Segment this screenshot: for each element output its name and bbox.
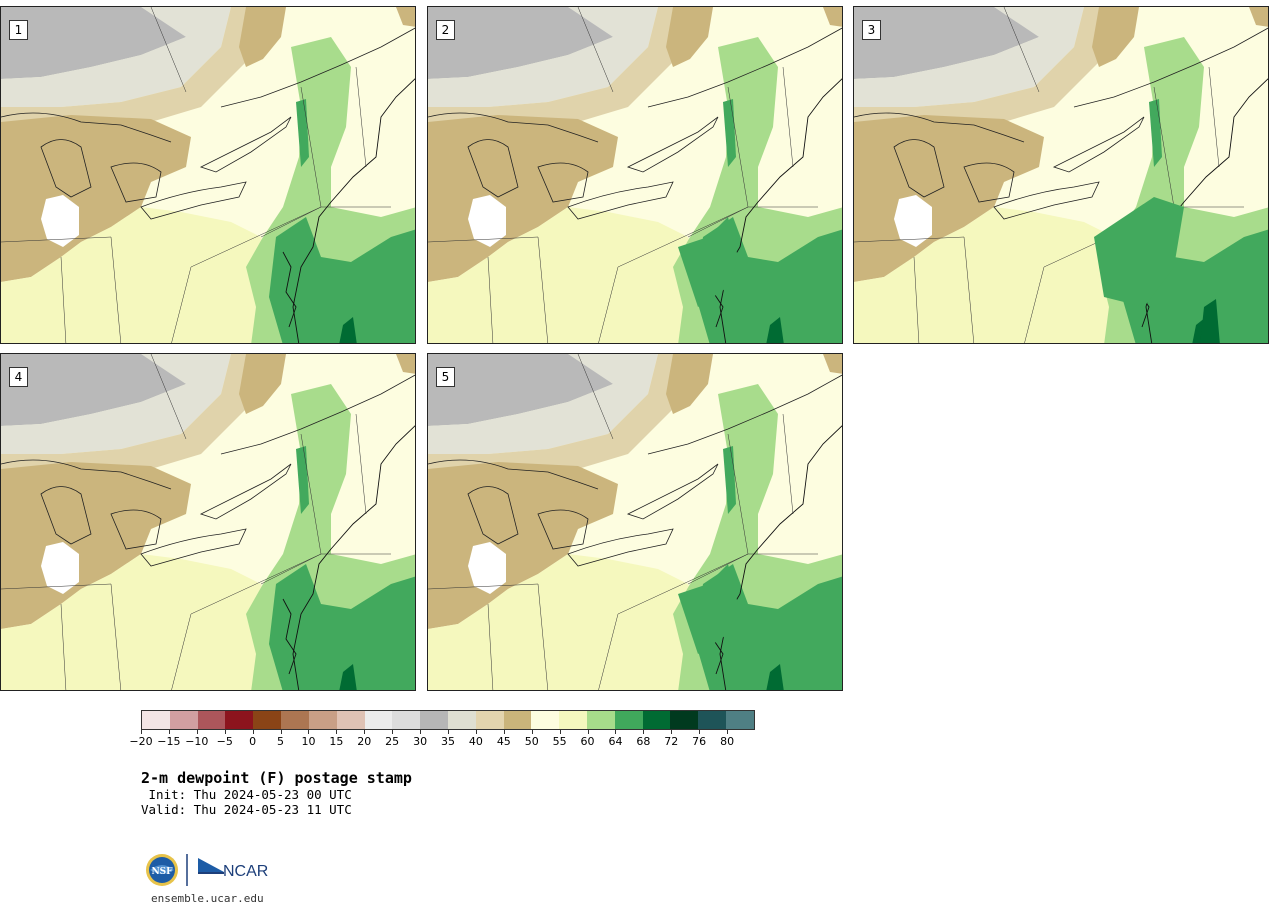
colorbar-tick: [559, 730, 561, 734]
map-panel-2: 2: [427, 6, 843, 344]
map-panel-4: 4: [0, 353, 416, 691]
colorbar-tick-label: 25: [385, 735, 400, 748]
colorbar-tick: [420, 730, 422, 734]
footer-url[interactable]: ensemble.ucar.edu: [151, 892, 264, 905]
colorbar-tick: [196, 730, 198, 734]
colorbar-tick: [475, 730, 477, 734]
colorbar-swatch: [197, 711, 226, 729]
ncar-text: NCAR: [223, 863, 268, 880]
colorbar-swatch: [142, 711, 170, 729]
colorbar-tick: [531, 730, 533, 734]
colorbar-tick: [448, 730, 449, 734]
colorbar-tick-label: 40: [468, 735, 483, 748]
logos: NSF NCAR: [144, 852, 274, 890]
map-panel-3: 3: [853, 6, 1269, 344]
colorbar-swatch: [308, 711, 337, 729]
colorbar-swatch: [281, 711, 309, 729]
colorbar-swatch: [614, 711, 643, 729]
panel-label: 2: [436, 20, 455, 40]
colorbar-tick: [615, 730, 617, 734]
map-panel-5: 5: [427, 353, 843, 691]
colorbar-tick-label: 68: [636, 735, 651, 748]
dewpoint-map: [428, 354, 843, 691]
dewpoint-map: [1, 354, 416, 691]
colorbar-tick: [699, 730, 701, 734]
colorbar-swatch: [531, 711, 560, 729]
colorbar-tick-label: 30: [413, 735, 428, 748]
colorbar-tick: [168, 730, 170, 734]
colorbar-tick: [280, 730, 282, 734]
colorbar-ticks: −20 −15 −10 −5 0 5 10 15 20 25 30 35 40 45 50 55 60 64 68 7…: [129, 730, 755, 750]
dewpoint-map: [1, 7, 416, 344]
colorbar-tick-label: 64: [608, 735, 623, 748]
colorbar-swatch: [392, 711, 421, 729]
colorbar-tick-label: −20: [129, 735, 153, 748]
colorbar-swatch: [503, 711, 532, 729]
init-time: Init: Thu 2024-05-23 00 UTC: [141, 787, 352, 802]
panel-label: 4: [9, 367, 28, 387]
colorbar-swatch: [364, 711, 393, 729]
colorbar-swatch: [698, 711, 727, 729]
dewpoint-map: [428, 7, 843, 344]
panel-label: 5: [436, 367, 455, 387]
colorbar-tick-label: 80: [720, 735, 735, 748]
panel-label: 3: [862, 20, 881, 40]
colorbar-tick-label: 55: [552, 735, 567, 748]
ncar-logo-icon: NCAR: [198, 858, 268, 880]
colorbar-tick-label: 5: [277, 735, 285, 748]
colorbar-swatch: [642, 711, 671, 729]
chart-title: 2-m dewpoint (F) postage stamp: [141, 769, 412, 787]
colorbar-swatch: [447, 711, 476, 729]
nsf-logo-icon: NSF: [146, 854, 178, 886]
nsf-text: NSF: [151, 867, 173, 877]
colorbar-swatch: [559, 711, 587, 729]
colorbar-tick-label: 20: [357, 735, 372, 748]
colorbar-tick-label: 45: [496, 735, 511, 748]
nsf-ncar-logo: NSF NCAR: [146, 854, 268, 886]
colorbar-tick-label: 76: [692, 735, 707, 748]
colorbar-tick-label: 35: [441, 735, 455, 748]
colorbar-tick-label: 15: [329, 735, 344, 748]
colorbar-tick: [364, 730, 366, 734]
colorbar-tick-label: 0: [249, 735, 257, 748]
colorbar-tick: [392, 730, 394, 734]
map-panel-1: 1: [0, 6, 416, 344]
valid-time: Valid: Thu 2024-05-23 11 UTC: [141, 802, 352, 817]
colorbar-swatch: [336, 711, 365, 729]
colorbar-swatch: [587, 711, 615, 729]
colorbar-tick: [224, 730, 226, 734]
colorbar-tick: [503, 730, 505, 734]
colorbar-tick-label: 60: [580, 735, 595, 748]
colorbar-tick-label: 72: [664, 735, 679, 748]
colorbar-tick: [727, 730, 729, 734]
colorbar-tick: [252, 730, 254, 734]
colorbar-swatch: [475, 711, 504, 729]
panel-label: 1: [9, 20, 28, 40]
dewpoint-map: [854, 7, 1269, 344]
colorbar-tick: [587, 730, 589, 734]
colorbar: [141, 710, 755, 730]
colorbar-tick: [336, 730, 338, 734]
colorbar-swatch: [420, 711, 448, 729]
colorbar-tick: [141, 730, 142, 734]
colorbar-swatch: [253, 711, 282, 729]
colorbar-tick-label: −5: [216, 735, 233, 748]
colorbar-swatch: [726, 711, 754, 729]
colorbar-swatch: [169, 711, 198, 729]
colorbar-tick: [643, 730, 645, 734]
colorbar-swatch: [670, 711, 699, 729]
colorbar-tick: [308, 730, 310, 734]
colorbar-tick: [671, 730, 673, 734]
colorbar-tick-label: 10: [301, 735, 316, 748]
colorbar-swatch: [225, 711, 254, 729]
colorbar-tick-label: 50: [524, 735, 539, 748]
colorbar-tick-label: −10: [185, 735, 209, 748]
colorbar-tick-label: −15: [157, 735, 181, 748]
